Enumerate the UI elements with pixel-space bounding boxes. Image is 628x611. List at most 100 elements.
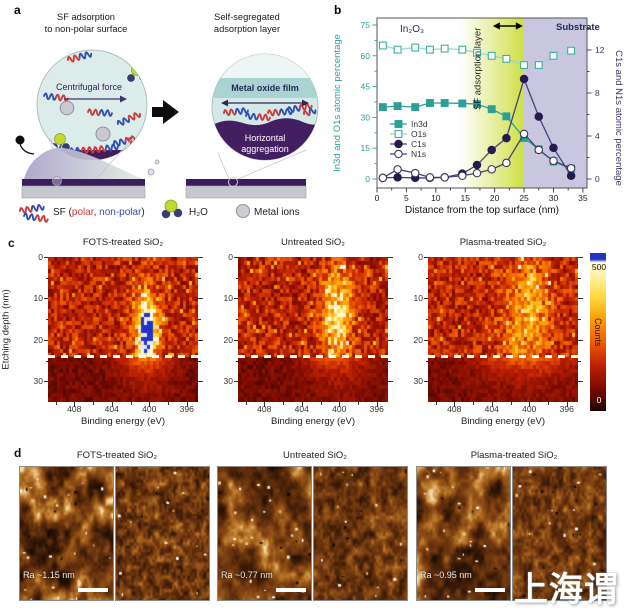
marker-In3d — [487, 105, 496, 114]
marker-N1s — [458, 171, 467, 181]
tick-label: 404 — [104, 404, 119, 414]
water-label: H₂O — [189, 207, 208, 218]
marker-C1s — [394, 139, 403, 149]
marker-O1s — [473, 48, 481, 57]
tick-mark — [388, 381, 393, 383]
tick-mark — [233, 339, 238, 341]
horizontal-aggregation-label-2: aggregation — [241, 144, 289, 154]
metal-ion-icon — [95, 126, 111, 142]
zoom-origin-circle — [228, 177, 238, 187]
metal-ion-icon — [59, 100, 75, 116]
centrifugal-force-label: Centrifugal force — [56, 82, 122, 92]
sf-legend-prefix: SF ( — [53, 207, 73, 218]
tick-label: 10 — [223, 293, 233, 304]
binding-energy-axis-label: Binding energy (eV) — [81, 416, 165, 427]
tick-mark — [339, 402, 341, 407]
tick-mark — [198, 277, 201, 279]
marker-N1s — [425, 173, 435, 182]
tick-mark — [55, 402, 57, 405]
right-tick-label: 12 — [595, 45, 605, 55]
x-tick-label: 5 — [404, 193, 409, 203]
tick-mark — [233, 381, 238, 383]
marker-In3d — [425, 99, 434, 107]
left-tick-label: 30 — [361, 112, 371, 122]
spin-coater — [15, 135, 160, 199]
tick-mark — [233, 298, 238, 300]
tick-mark — [235, 319, 238, 321]
metal-oxide-band — [212, 78, 318, 98]
tick-mark — [320, 402, 322, 405]
sf-squiggle — [19, 203, 45, 214]
binding-energy-axis-label: Binding energy (eV) — [461, 416, 545, 427]
tick-mark — [548, 402, 549, 405]
marker-C1s — [393, 173, 402, 182]
heatmap-title-plasma: Plasma-treated SiO₂ — [459, 237, 547, 248]
scale-bar — [475, 588, 505, 592]
marker-O1s — [458, 45, 467, 54]
sf-squiggle — [245, 112, 271, 122]
series-N1s — [378, 129, 576, 183]
tick-mark — [388, 339, 393, 341]
x-tick-label: 20 — [490, 193, 500, 203]
marker-N1s — [440, 173, 449, 182]
sf-molecules-layer — [223, 102, 317, 122]
chart-frame — [376, 17, 588, 189]
marker-N1s — [487, 165, 496, 174]
series-O1s — [378, 41, 576, 69]
tick-mark — [578, 298, 583, 300]
afm-height-image-plasma — [416, 466, 511, 601]
x-tick-label: 35 — [578, 193, 588, 203]
tick-mark — [491, 402, 493, 407]
marker-O1s — [549, 51, 558, 60]
afm-title-plasma: Plasma-treated SiO₂ — [470, 450, 558, 461]
marker-C1s — [549, 143, 558, 153]
watermark-text: 上海谓 — [514, 571, 619, 609]
sf-legend-suffix: ) — [141, 207, 144, 218]
tick-label: 20 — [413, 334, 423, 345]
xps-heatmap-plasma — [428, 257, 578, 402]
tick-mark — [578, 257, 583, 258]
tick-mark — [425, 277, 428, 279]
tick-label: 30 — [413, 376, 423, 387]
tick-mark — [376, 402, 378, 407]
interface-dashed-line — [238, 355, 388, 358]
tick-mark — [388, 298, 393, 300]
tick-mark — [423, 257, 428, 258]
tick-mark — [235, 360, 238, 362]
tick-mark — [454, 402, 456, 407]
dispenser-icon — [15, 135, 25, 145]
panel-b-label: b — [334, 3, 341, 17]
roughness-label-untreated: Ra ~0.77 nm — [221, 570, 273, 580]
xps-heatmap-fots — [48, 257, 198, 402]
sf-legend-polar: polar — [72, 207, 95, 218]
marker-O1s — [393, 45, 402, 54]
tick-mark — [45, 277, 48, 279]
left-tick-label: 45 — [361, 82, 371, 92]
marker-N1s — [378, 173, 388, 183]
marker-N1s — [549, 156, 558, 165]
marker-O1s — [378, 41, 387, 50]
marker-N1s — [519, 129, 529, 139]
marker-O1s — [411, 43, 420, 52]
tick-mark — [93, 402, 94, 405]
marker-O1s — [425, 45, 434, 54]
tick-label: 0 — [418, 252, 423, 262]
legend-label-C1s: C1s — [411, 139, 426, 149]
tick-mark — [43, 257, 48, 258]
tick-mark — [130, 402, 132, 405]
tick-mark — [198, 381, 203, 383]
panel-d-label: d — [14, 446, 22, 460]
tick-label: 30 — [33, 376, 43, 387]
panel-d-afm-images: d FOTS-treated SiO₂ Untreated SiO₂ Plasm… — [0, 430, 628, 609]
panel-a-schematic: a SF adsorption to non-polar surface Sel… — [14, 3, 319, 223]
tick-label: 408 — [257, 404, 272, 414]
marker-In3d — [393, 102, 402, 111]
xps-heatmap-untreated — [238, 257, 388, 402]
tick-mark — [578, 339, 583, 341]
metal-ions-label: Metal ions — [254, 207, 300, 218]
tick-mark — [168, 402, 169, 405]
right-axis-title: C1s and N1s atomic percentage — [613, 50, 624, 186]
afm-height-image-untreated — [217, 466, 312, 601]
tick-mark — [43, 381, 48, 383]
tick-mark — [198, 257, 203, 258]
